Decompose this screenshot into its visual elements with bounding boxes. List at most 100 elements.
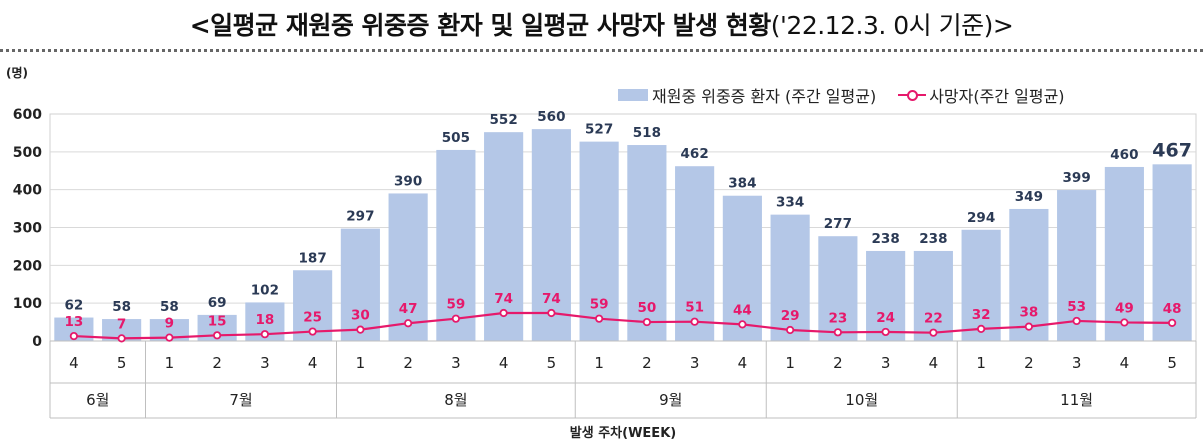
- bar: [961, 229, 1001, 341]
- bar-value-label: 349: [1015, 189, 1043, 205]
- title-divider: [0, 49, 1203, 52]
- bar-value-label: 467: [1152, 139, 1192, 161]
- line-value-label: 44: [733, 302, 752, 318]
- x-tick-label: 2: [642, 354, 652, 372]
- y-tick-label: 500: [13, 145, 42, 161]
- line-value-label: 38: [1019, 305, 1038, 321]
- line-value-label: 13: [64, 314, 83, 330]
- legend-bar-label: 재원중 위중증 환자 (주간 일평균): [652, 87, 877, 106]
- x-tick-label: 1: [976, 354, 986, 372]
- line-value-label: 59: [590, 297, 609, 313]
- x-tick-label: 1: [594, 354, 604, 372]
- x-tick-label: 4: [308, 354, 318, 372]
- chart-title: <일평균 재원중 위중증 환자 및 일평균 사망자 발생 현황('22.12.3…: [0, 6, 1203, 42]
- x-tick-label: 2: [212, 354, 222, 372]
- line-point: [1120, 318, 1129, 327]
- line-value-label: 49: [1115, 300, 1134, 316]
- bar: [675, 166, 715, 341]
- line-value-label: 53: [1067, 299, 1086, 315]
- bar-value-label: 460: [1110, 147, 1138, 163]
- line-point: [260, 330, 269, 339]
- bar: [149, 319, 189, 341]
- line-point: [1072, 316, 1081, 326]
- line-value-label: 74: [494, 291, 513, 307]
- bar-value-label: 390: [394, 173, 422, 189]
- title-sub: ('22.12.3. 0시 기준)>: [770, 11, 1014, 40]
- x-tick-label: 3: [1072, 354, 1082, 372]
- line-value-label: 23: [828, 310, 847, 326]
- x-tick-label: 3: [690, 354, 700, 372]
- line-value-label: 32: [972, 307, 991, 323]
- line-value-label: 74: [542, 291, 561, 307]
- line-point: [738, 320, 747, 329]
- month-label: 6월: [86, 391, 109, 409]
- bar-value-label: 560: [537, 109, 565, 125]
- legend-bar-swatch: [618, 89, 648, 101]
- month-label: 9월: [659, 391, 682, 409]
- bar-value-label: 238: [872, 231, 900, 247]
- bar-value-label: 505: [442, 130, 470, 146]
- line-value-label: 29: [781, 308, 800, 324]
- line-point: [499, 308, 508, 318]
- bar-value-label: 518: [633, 125, 661, 141]
- line-point: [595, 314, 604, 323]
- line-point: [308, 327, 317, 336]
- bar-value-label: 294: [967, 210, 995, 226]
- bar: [102, 319, 142, 341]
- line-value-label: 7: [117, 316, 126, 332]
- bar-value-label: 527: [585, 122, 613, 138]
- x-tick-label: 4: [738, 354, 748, 372]
- month-label: 7월: [229, 391, 252, 409]
- line-value-label: 18: [255, 312, 274, 328]
- x-axis-title: 발생 주차(WEEK): [570, 425, 676, 441]
- legend-line-label: 사망자(주간 일평균): [929, 87, 1065, 106]
- line-value-label: 47: [399, 301, 418, 317]
- x-tick-label: 1: [785, 354, 795, 372]
- y-tick-label: 100: [13, 296, 42, 312]
- line-point: [69, 331, 78, 341]
- y-unit-label: (명): [6, 66, 29, 80]
- line-value-label: 15: [208, 313, 227, 329]
- x-tick-label: 2: [833, 354, 843, 372]
- y-tick-label: 0: [32, 334, 42, 350]
- x-tick-label: 1: [165, 354, 175, 372]
- line-value-label: 24: [876, 310, 895, 326]
- line-value-label: 48: [1163, 301, 1182, 317]
- line-value-label: 51: [685, 300, 704, 316]
- x-tick-label: 3: [881, 354, 891, 372]
- bar: [579, 141, 619, 341]
- bar-value-label: 58: [160, 299, 179, 315]
- x-tick-label: 2: [1024, 354, 1034, 372]
- y-tick-label: 400: [13, 183, 42, 199]
- bar: [531, 129, 571, 341]
- line-point: [1024, 322, 1033, 331]
- bar-value-label: 462: [681, 146, 709, 162]
- x-tick-label: 4: [1120, 354, 1130, 372]
- line-value-label: 30: [351, 308, 370, 324]
- line-value-label: 59: [446, 297, 465, 313]
- bar: [484, 132, 524, 341]
- bar: [340, 228, 380, 341]
- line-point: [881, 327, 890, 337]
- line-point: [786, 325, 795, 335]
- line-point: [690, 317, 699, 326]
- x-tick-label: 4: [929, 354, 939, 372]
- line-value-label: 25: [303, 310, 322, 326]
- bar: [722, 195, 762, 341]
- bar: [818, 236, 858, 341]
- line-point: [1168, 318, 1177, 327]
- x-tick-label: 3: [451, 354, 461, 372]
- bar: [1152, 164, 1192, 341]
- bar-value-label: 334: [776, 195, 804, 211]
- y-tick-label: 300: [13, 221, 42, 237]
- bar: [1057, 190, 1097, 341]
- x-tick-label: 5: [1167, 354, 1177, 372]
- y-tick-label: 600: [13, 107, 42, 123]
- x-tick-label: 4: [499, 354, 509, 372]
- bar: [388, 193, 428, 341]
- bar-value-label: 187: [299, 250, 327, 266]
- line-point: [833, 328, 842, 337]
- bar-value-label: 69: [208, 295, 227, 311]
- line-point: [213, 331, 222, 340]
